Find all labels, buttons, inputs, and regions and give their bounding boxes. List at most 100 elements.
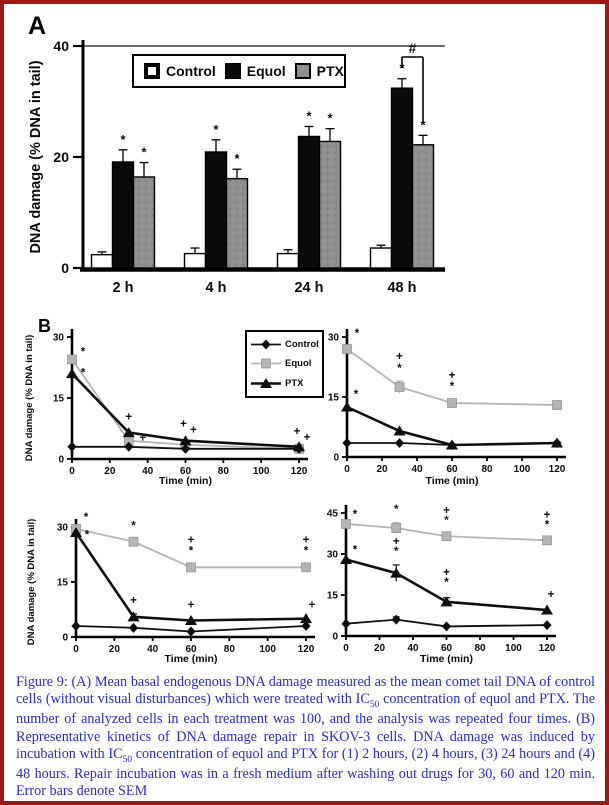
svg-text:*: * — [120, 132, 126, 147]
svg-text:DNA damage (% DNA in tail): DNA damage (% DNA in tail) — [26, 519, 37, 646]
svg-text:+: + — [188, 534, 195, 546]
svg-text:*: * — [354, 389, 359, 401]
svg-text:30: 30 — [328, 333, 340, 344]
svg-text:+: + — [188, 600, 195, 612]
svg-text:Time (min): Time (min) — [426, 475, 479, 487]
panel-b-label: B — [38, 316, 51, 336]
svg-text:60: 60 — [441, 643, 453, 654]
legend-label-ptx: PTX — [285, 377, 304, 389]
svg-text:120: 120 — [298, 644, 315, 655]
panel-b-line-chart-2h: 0 15 30 0 20 40 60 80 100 120 Time (min) DNA damage… — [24, 329, 311, 487]
svg-text:+: + — [393, 536, 400, 548]
svg-text:120: 120 — [291, 466, 308, 477]
legend-label-equol: Equol — [285, 358, 312, 370]
svg-text:*: * — [394, 504, 399, 516]
panel-a-bar-chart: 0 20 40 DNA damage (% DNA in tail) 2 h 4 h 24 … — [28, 38, 445, 296]
svg-text:+: + — [139, 433, 146, 445]
panel-a-legend: Control Equol PTX — [132, 54, 346, 88]
svg-text:40: 40 — [142, 466, 154, 477]
equol-line-marker-icon — [251, 359, 281, 369]
svg-text:+: + — [294, 426, 301, 438]
ptx-swatch-icon — [294, 63, 311, 79]
svg-text:60: 60 — [446, 464, 458, 475]
legend-item-ptx: PTX — [251, 377, 318, 390]
legend-label-equol: Equol — [246, 63, 286, 79]
legend-label-control: Control — [285, 339, 319, 351]
svg-text:Time (min): Time (min) — [420, 653, 473, 665]
svg-text:30: 30 — [57, 523, 69, 534]
svg-text:0: 0 — [62, 633, 68, 644]
control-line-marker-icon — [251, 339, 281, 350]
svg-text:20: 20 — [109, 644, 121, 655]
svg-text:2 h: 2 h — [113, 280, 134, 296]
svg-text:+: + — [443, 505, 450, 517]
svg-text:100: 100 — [253, 466, 270, 477]
svg-text:*: * — [399, 61, 405, 76]
legend-item-ptx: PTX — [294, 63, 344, 79]
svg-text:100: 100 — [505, 643, 522, 654]
legend-item-equol: Equol — [224, 63, 286, 79]
legend-item-control: Control — [144, 63, 216, 79]
svg-text:*: * — [84, 512, 89, 524]
svg-text:4 h: 4 h — [206, 280, 227, 296]
svg-text:0: 0 — [344, 464, 350, 475]
svg-text:*: * — [444, 577, 449, 589]
svg-text:*: * — [327, 111, 333, 126]
svg-text:20: 20 — [53, 149, 69, 165]
svg-text:120: 120 — [549, 464, 566, 475]
svg-text:*: * — [355, 328, 360, 340]
svg-text:+: + — [125, 412, 132, 424]
svg-text:Time (min): Time (min) — [165, 653, 218, 665]
svg-text:40: 40 — [407, 643, 419, 654]
svg-text:20: 20 — [376, 464, 388, 475]
svg-text:20: 20 — [374, 643, 386, 654]
svg-text:15: 15 — [327, 591, 339, 602]
figure-caption: Figure 9: (A) Mean basal endogenous DNA … — [16, 674, 595, 800]
svg-text:0: 0 — [333, 453, 339, 464]
svg-text:+: + — [303, 534, 310, 546]
panel-b-line-chart-24h: 0 15 30 0 20 40 60 80 100 120 Time (min) DNA damage… — [26, 512, 316, 665]
svg-text:+: + — [544, 509, 551, 521]
ptx-line-marker-icon — [251, 377, 281, 388]
svg-text:+: + — [449, 370, 456, 382]
svg-text:15: 15 — [57, 578, 69, 589]
svg-text:+: + — [548, 589, 555, 601]
svg-text:15: 15 — [53, 394, 65, 405]
svg-text:15: 15 — [328, 393, 340, 404]
svg-text:80: 80 — [218, 466, 230, 477]
svg-text:*: * — [189, 545, 194, 557]
svg-text:*: * — [141, 145, 147, 160]
svg-text:*: * — [306, 108, 312, 123]
svg-text:*: * — [304, 545, 309, 557]
svg-text:60: 60 — [180, 466, 192, 477]
svg-text:+: + — [180, 419, 187, 431]
svg-text:0: 0 — [61, 260, 69, 276]
svg-text:*: * — [444, 515, 449, 527]
svg-text:*: * — [213, 122, 219, 137]
svg-text:120: 120 — [539, 643, 556, 654]
svg-text:+: + — [396, 351, 403, 363]
svg-text:*: * — [81, 368, 86, 380]
svg-text:*: * — [353, 509, 358, 521]
panel-a-label: A — [28, 12, 47, 40]
svg-text:48 h: 48 h — [387, 280, 416, 296]
svg-text:DNA damage (% DNA in tail): DNA damage (% DNA in tail) — [24, 335, 35, 462]
svg-text:*: * — [420, 117, 426, 132]
svg-text:*: * — [450, 381, 455, 393]
panel-b-legend: Control Equol PTX — [245, 330, 324, 398]
svg-text:30: 30 — [53, 333, 65, 344]
svg-text:0: 0 — [343, 643, 349, 654]
svg-text:#: # — [409, 41, 417, 56]
svg-text:+: + — [443, 567, 450, 579]
svg-text:100: 100 — [259, 644, 276, 655]
svg-text:100: 100 — [514, 464, 531, 475]
svg-text:40: 40 — [53, 38, 69, 54]
svg-text:+: + — [309, 600, 316, 612]
svg-text:20: 20 — [104, 466, 116, 477]
svg-text:24 h: 24 h — [294, 280, 323, 296]
svg-text:80: 80 — [474, 643, 486, 654]
svg-text:*: * — [353, 544, 358, 556]
svg-text:0: 0 — [69, 466, 75, 477]
